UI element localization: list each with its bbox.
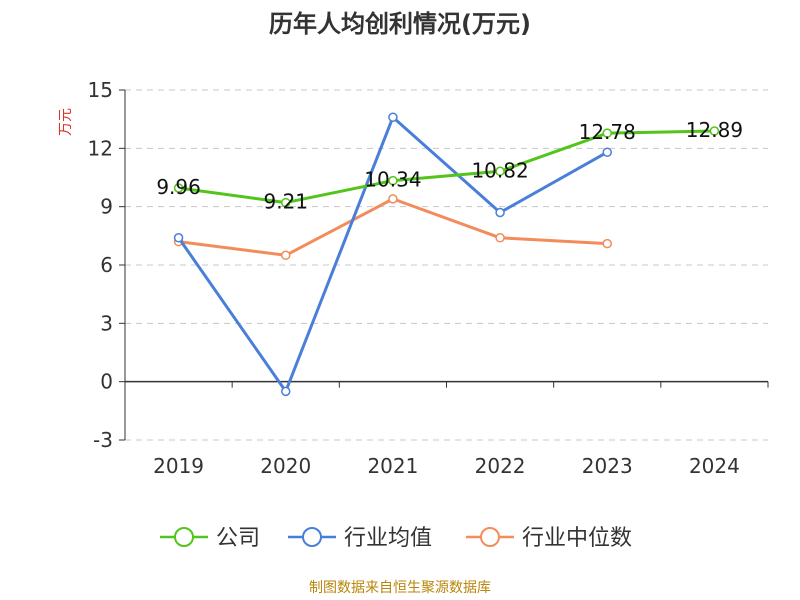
data-point — [495, 166, 505, 177]
data-label: 10.34 — [364, 168, 421, 192]
legend-marker — [174, 527, 194, 547]
y-tick-label: 6 — [100, 253, 113, 277]
y-axis-label: 万元 — [58, 108, 74, 136]
data-point — [281, 250, 291, 261]
data-point — [388, 194, 398, 204]
x-tick-label: 2023 — [582, 454, 633, 478]
legend-marker — [480, 527, 500, 547]
y-tick-label: 12 — [88, 136, 113, 160]
x-tick-label: 2024 — [689, 454, 740, 478]
legend-item-1: 行业均值 — [288, 526, 432, 551]
y-tick-label: 9 — [100, 195, 113, 219]
data-point — [388, 175, 398, 186]
data-point — [495, 207, 505, 218]
axes: 15 12 9 6 3 0 -3 2019 2020 2021 2022 2023 2024 万元 — [58, 78, 769, 478]
data-point — [709, 126, 720, 136]
legend: 公司 行业均值 行业中位数 — [160, 526, 632, 551]
data-label: 10.82 — [471, 158, 528, 182]
data-point — [173, 233, 184, 243]
y-tick-label: 0 — [100, 370, 113, 394]
data-point — [602, 238, 612, 249]
legend-label: 行业均值 — [344, 526, 432, 551]
data-point — [495, 233, 505, 243]
legend-label: 公司 — [216, 526, 260, 551]
legend-item-0: 公司 — [160, 526, 260, 551]
data-label: 12.78 — [579, 120, 636, 144]
data-label: 9.96 — [156, 175, 201, 199]
series-line-1 — [177, 115, 608, 393]
data-point — [602, 147, 612, 157]
y-tick-label: 3 — [100, 311, 113, 335]
x-tick-label: 2022 — [475, 454, 526, 478]
x-tick-label: 2020 — [260, 454, 311, 478]
data-label: 12.89 — [686, 118, 743, 142]
series-line-0 — [178, 129, 715, 205]
y-tick-label: -3 — [93, 428, 113, 452]
data-point — [173, 183, 184, 193]
data-source-note: 制图数据来自恒生聚源数据库 — [309, 580, 491, 596]
chart-title: 历年人均创利情况(万元) — [269, 10, 531, 38]
data-point — [388, 112, 398, 122]
data-labels: 9.96 9.21 10.34 10.82 12.78 12.89 — [156, 118, 743, 214]
legend-item-2: 行业中位数 — [466, 526, 632, 551]
series-line-2 — [178, 197, 608, 257]
data-label: 9.21 — [263, 190, 308, 214]
x-tick-label: 2021 — [367, 454, 418, 478]
grid-lines — [125, 89, 768, 441]
data-point — [602, 128, 612, 138]
data-point — [281, 197, 291, 208]
x-tick-label: 2019 — [153, 454, 204, 478]
legend-label: 行业中位数 — [522, 526, 632, 551]
y-tick-label: 15 — [88, 78, 113, 102]
legend-marker — [302, 527, 322, 547]
data-point — [281, 386, 291, 397]
series-lines — [173, 112, 720, 397]
